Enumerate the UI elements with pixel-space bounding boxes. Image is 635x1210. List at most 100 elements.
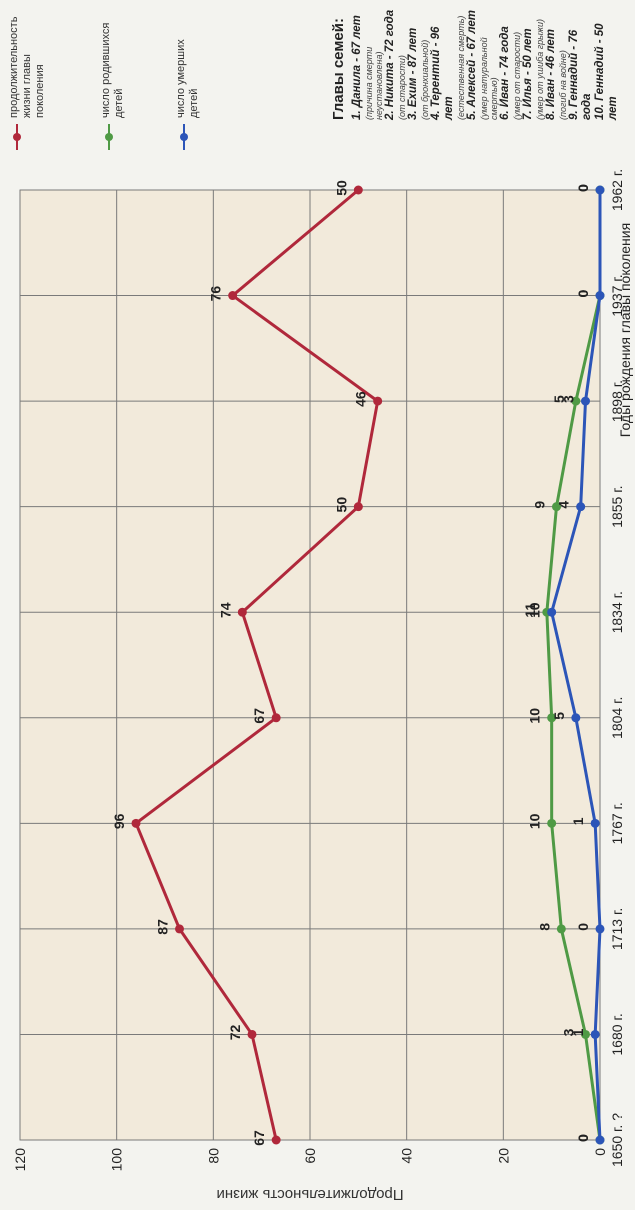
- family-entry: 2. Никита - 72 года: [384, 9, 396, 120]
- y-tick-label: 60: [302, 1148, 318, 1164]
- data-label: 5: [551, 395, 567, 403]
- data-label: 10: [527, 708, 543, 724]
- family-entry-note: (естественная смерть): [456, 15, 466, 120]
- data-label: 0: [575, 184, 591, 192]
- y-tick-label: 40: [399, 1148, 415, 1164]
- family-entry-note: (от старости): [397, 55, 407, 120]
- x-tick-label: 1713 г.: [609, 908, 625, 950]
- y-tick-label: 80: [205, 1148, 221, 1164]
- x-tick-label: 1937 г.: [609, 274, 625, 316]
- data-point: [571, 396, 581, 406]
- data-point: [228, 291, 238, 301]
- y-axis-title: Продолжительность жизни: [216, 1186, 403, 1203]
- data-label: 46: [353, 391, 369, 407]
- data-label: 67: [251, 1130, 267, 1146]
- data-point: [353, 185, 363, 195]
- family-entry-note: (умер натуральной смертью): [479, 37, 499, 120]
- family-entry: 8. Иван - 46 лет: [545, 28, 557, 120]
- legend-label: число умерших детей: [175, 39, 200, 118]
- legend-line-icon: [103, 124, 115, 150]
- data-point: [175, 924, 184, 934]
- family-entry: 3. Ехим - 87 лет: [407, 27, 419, 120]
- family-entry-note: (погиб на войне): [558, 50, 568, 120]
- data-point: [271, 1135, 281, 1145]
- legend-line-icon: [178, 124, 190, 150]
- data-label: 50: [333, 497, 349, 513]
- data-label: 4: [556, 501, 572, 509]
- family-entry: 7. Илья - 50 лет: [522, 28, 534, 120]
- data-label: 0: [575, 184, 591, 192]
- data-label: 96: [111, 813, 127, 829]
- series-line: [550, 190, 602, 1141]
- data-point: [131, 818, 141, 828]
- data-label: 1: [570, 817, 586, 825]
- data-label: 1: [570, 1028, 586, 1036]
- legend-line-icon: [11, 124, 23, 150]
- x-axis-title: Годы рождения главы поколения: [617, 223, 633, 437]
- data-point: [552, 502, 561, 512]
- x-tick-label: 1767 г.: [609, 802, 625, 844]
- families-title: Главы семей:: [330, 18, 347, 120]
- data-label: 0: [575, 923, 591, 931]
- legend-label: продолжительность жизни главы поколения: [8, 16, 46, 118]
- x-tick-label: 1804 г.: [609, 697, 625, 739]
- data-point: [576, 502, 586, 512]
- data-point: [271, 713, 281, 723]
- data-point: [590, 818, 600, 828]
- data-point: [556, 924, 566, 934]
- data-point: [547, 713, 557, 723]
- series-line: [134, 188, 380, 1141]
- data-label: 67: [251, 708, 267, 724]
- data-point: [595, 1135, 605, 1145]
- data-point: [237, 607, 247, 617]
- data-point: [373, 396, 383, 406]
- legend-item-lifespan: продолжительность жизни главы поколения: [8, 8, 47, 150]
- family-entry: 6. Иван - 74 года: [499, 26, 511, 120]
- family-entry-note: (умер от старости): [512, 31, 522, 120]
- data-label: 74: [217, 602, 233, 618]
- y-tick-label: 120: [12, 1148, 28, 1172]
- family-entry: 10. Геннадий - 50 лет: [594, 23, 619, 120]
- x-tick-label: 1650 г. ?: [609, 1113, 625, 1167]
- data-label: 72: [227, 1024, 243, 1040]
- y-tick-label: 0: [592, 1148, 608, 1156]
- data-point: [581, 396, 590, 406]
- data-point: [595, 185, 605, 195]
- legend-item-died: число умерших детей: [175, 8, 201, 150]
- y-tick-label: 100: [109, 1148, 125, 1172]
- data-point: [353, 502, 363, 512]
- data-label: 50: [333, 180, 349, 196]
- x-tick-label: 1680 г.: [609, 1013, 625, 1055]
- x-tick-label: 1855 г.: [609, 486, 625, 528]
- data-label: 9: [532, 501, 548, 509]
- data-point: [590, 1029, 600, 1039]
- data-point: [547, 818, 557, 828]
- data-label: 5: [551, 712, 567, 720]
- data-label: 10: [527, 602, 543, 618]
- data-label: 0: [575, 289, 591, 297]
- data-label: 8: [536, 923, 552, 931]
- data-point: [595, 291, 605, 301]
- data-point: [595, 924, 605, 934]
- data-label: 3: [561, 1028, 577, 1036]
- family-entry: 9. Геннадий - 76 года: [568, 29, 593, 120]
- data-label: 10: [527, 813, 543, 829]
- series-line: [545, 190, 602, 1141]
- family-entry-note: (от бронхиальной): [420, 39, 430, 120]
- legend-label: число родившихся детей: [100, 22, 125, 118]
- data-point: [547, 607, 557, 617]
- family-entry: 4. Терентий - 96 лет: [430, 26, 455, 120]
- x-tick-label: 1834 г.: [609, 591, 625, 633]
- families-list: Главы семей: 1. Данила - 67 лет (причина …: [330, 2, 620, 120]
- family-entry: 5. Алексей - 67 лет: [466, 10, 478, 120]
- data-point: [581, 1029, 590, 1039]
- legend-item-born: число родившихся детей: [100, 8, 126, 150]
- data-label: 0: [575, 1134, 591, 1142]
- data-point: [571, 713, 581, 723]
- data-label: 3: [561, 395, 577, 403]
- data-point: [247, 1029, 257, 1039]
- x-tick-label: 1962 г.: [609, 169, 625, 211]
- data-label: 0: [575, 289, 591, 297]
